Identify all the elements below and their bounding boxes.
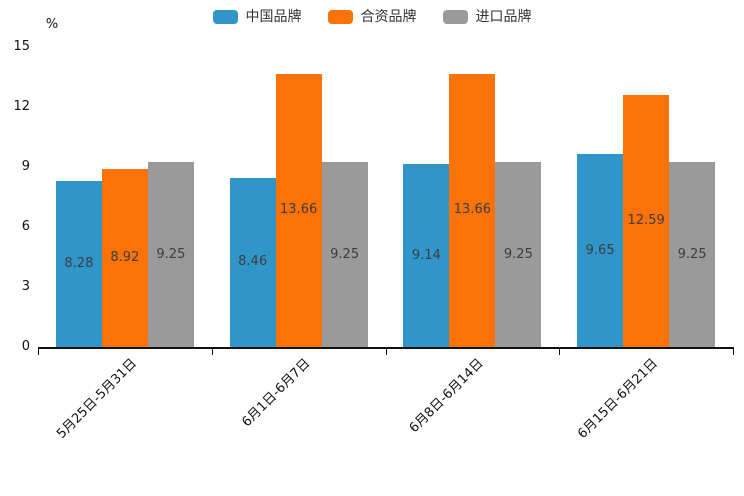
y-axis-unit-label: % xyxy=(45,17,59,32)
y-axis-tick-label: 12 xyxy=(13,99,30,114)
x-axis-tick xyxy=(733,349,734,355)
x-axis-line xyxy=(38,347,734,349)
legend-item-0[interactable]: 中国品牌 xyxy=(212,9,302,25)
bar-进口品牌-1[interactable] xyxy=(321,162,368,347)
bar-中国品牌-2[interactable] xyxy=(403,164,450,347)
legend-marker-icon xyxy=(442,10,468,24)
legend-marker-icon xyxy=(212,10,238,24)
bar-中国品牌-1[interactable] xyxy=(229,177,276,347)
y-axis-tick-label: 6 xyxy=(21,219,30,234)
bar-合资品牌-1[interactable] xyxy=(275,73,322,347)
legend-item-1[interactable]: 合资品牌 xyxy=(327,9,417,25)
legend-label: 进口品牌 xyxy=(475,9,532,25)
bar-合资品牌-3[interactable] xyxy=(623,95,670,347)
bar-合资品牌-2[interactable] xyxy=(449,73,496,347)
bar-进口品牌-0[interactable] xyxy=(147,162,194,347)
bar-进口品牌-3[interactable] xyxy=(669,162,716,347)
bar-进口品牌-2[interactable] xyxy=(495,162,542,347)
x-axis-tick xyxy=(212,349,213,355)
plot-area: 8.28 8.46 9.14 9.65 8.92 13.66 13.66 12.59 9.25 9… xyxy=(38,47,733,347)
x-axis-category-label: 6月1日-6月7日 xyxy=(239,356,314,431)
bar-合资品牌-0[interactable] xyxy=(101,168,148,347)
x-axis-category-label: 6月15日-6月21日 xyxy=(574,356,661,442)
legend-label: 合资品牌 xyxy=(360,9,417,25)
legend-item-2[interactable]: 进口品牌 xyxy=(442,9,532,25)
y-axis-tick-label: 3 xyxy=(21,279,30,294)
x-axis-category-label: 5月25日-5月31日 xyxy=(53,356,140,442)
y-axis-tick-label: 0 xyxy=(21,339,30,354)
x-axis-category-label: 6月8日-6月14日 xyxy=(407,356,487,436)
legend-marker-icon xyxy=(327,10,353,24)
legend-label: 中国品牌 xyxy=(245,9,302,25)
bar-中国品牌-3[interactable] xyxy=(577,154,624,347)
x-axis-tick xyxy=(559,349,560,355)
legend: 中国品牌 合资品牌 进口品牌 xyxy=(0,10,744,24)
bar-中国品牌-0[interactable] xyxy=(55,181,102,347)
x-axis-tick xyxy=(38,349,39,355)
x-axis-tick xyxy=(386,349,387,355)
y-axis-tick-label: 9 xyxy=(21,159,30,174)
y-axis-tick-label: 15 xyxy=(13,39,30,54)
